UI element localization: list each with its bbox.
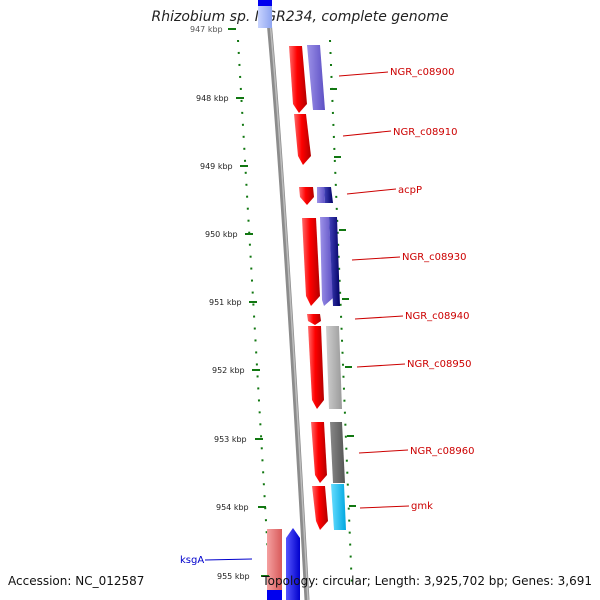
orf-acpp-1[interactable] (317, 187, 325, 203)
tick-label-952: 952 kbp (212, 366, 245, 375)
genome-summary: Topology: circular; Length: 3,925,702 bp… (262, 574, 592, 588)
tick-label-955: 955 kbp (217, 572, 250, 581)
cds-gmk[interactable] (312, 486, 328, 530)
cds-ksga[interactable] (286, 528, 300, 600)
orf-gmk[interactable] (331, 484, 346, 530)
orf-acpp-2[interactable] (324, 187, 333, 203)
gene-top-fragment-light (258, 0, 272, 28)
gene-label-acpp[interactable]: acpP (398, 185, 422, 196)
tick-label-947: 947 kbp (190, 25, 223, 34)
leader-ksga (204, 558, 253, 561)
cds-ngr-c08960[interactable] (311, 422, 327, 483)
gene-label-ngr-c08960[interactable]: NGR_c08960 (410, 446, 475, 457)
gene-top-fragment-blue (258, 0, 272, 6)
tick-label-949: 949 kbp (200, 162, 233, 171)
gene-label-ngr-c08950[interactable]: NGR_c08950 (407, 359, 472, 370)
leader-ngr-c08950 (356, 363, 406, 368)
genome-backbone (264, 0, 310, 600)
gene-label-ngr-c08940[interactable]: NGR_c08940 (405, 311, 470, 322)
leader-ngr-c08940 (354, 315, 404, 320)
gene-label-ksga[interactable]: ksgA (180, 555, 204, 566)
leader-acpp (346, 188, 397, 195)
orf-ngr-c08930-1[interactable] (320, 217, 333, 306)
orf-ksga-pink[interactable] (267, 529, 282, 600)
genome-backbone-shade (267, 0, 309, 600)
leader-ngr-c08960 (358, 449, 409, 454)
tick-label-954: 954 kbp (216, 503, 249, 512)
orf-ngr-c08930-2[interactable] (329, 217, 340, 306)
tick-label-950: 950 kbp (205, 230, 238, 239)
cds-ngr-c08910[interactable] (294, 114, 311, 165)
leader-ngr-c08930 (351, 256, 401, 261)
cds-ngr-c08900[interactable] (289, 46, 307, 113)
orf-ngr-c08900[interactable] (307, 45, 325, 110)
cds-ngr-c08940[interactable] (307, 314, 321, 325)
tick-label-948: 948 kbp (196, 94, 229, 103)
tick-label-951: 951 kbp (209, 298, 242, 307)
gene-label-ngr-c08910[interactable]: NGR_c08910 (393, 127, 458, 138)
gene-label-ngr-c08930[interactable]: NGR_c08930 (402, 252, 467, 263)
gene-label-ngr-c08900[interactable]: NGR_c08900 (390, 67, 455, 78)
accession-label: Accession: NC_012587 (8, 574, 145, 588)
leader-ngr-c08900 (338, 71, 389, 77)
orf-ngr-c08960[interactable] (330, 422, 345, 483)
cds-acpp[interactable] (299, 187, 314, 205)
cds-ngr-c08930[interactable] (302, 218, 320, 306)
tick-label-953: 953 kbp (214, 435, 247, 444)
gene-label-gmk[interactable]: gmk (411, 501, 433, 512)
leader-ngr-c08910 (342, 130, 392, 137)
map-title: Rhizobium sp. NGR234, complete genome (151, 9, 449, 25)
orf-ngr-c08950[interactable] (326, 326, 342, 409)
leader-gmk (359, 505, 410, 509)
cds-bottom-blue-1 (267, 590, 282, 600)
cds-ngr-c08950[interactable] (308, 326, 324, 409)
